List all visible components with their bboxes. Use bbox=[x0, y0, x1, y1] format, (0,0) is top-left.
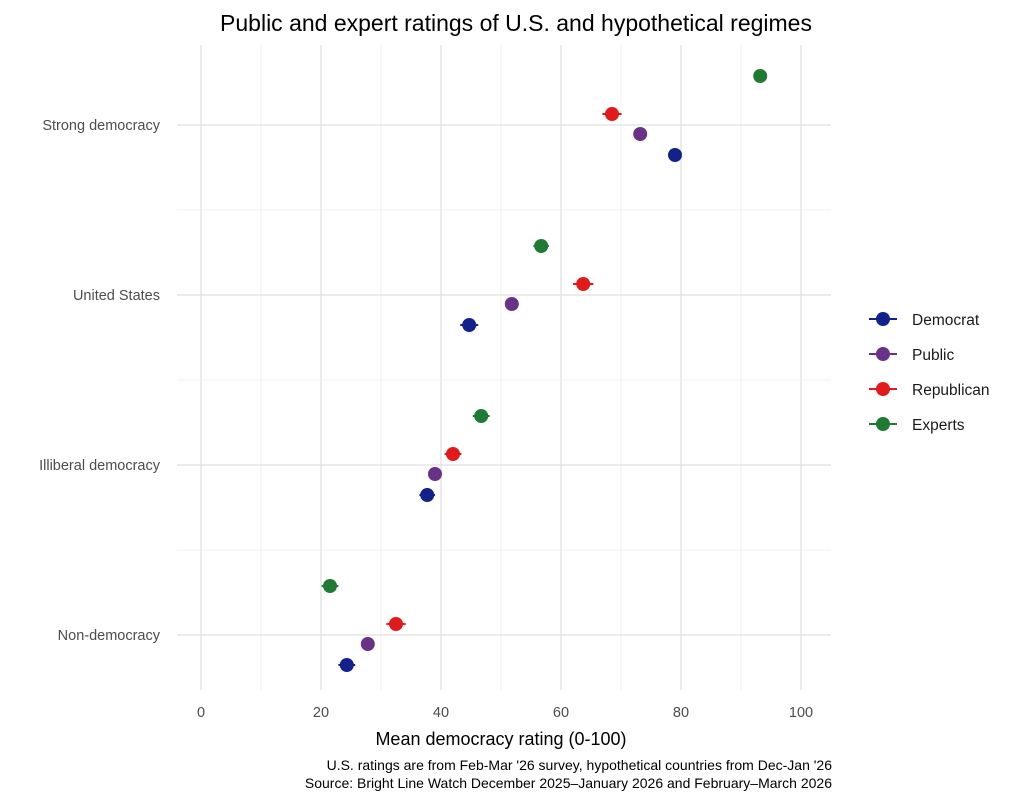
data-point-public bbox=[360, 637, 375, 651]
x-tick-label: 20 bbox=[313, 705, 329, 721]
data-point-republican bbox=[446, 447, 460, 461]
y-tick-label: Strong democracy bbox=[42, 118, 160, 134]
caption-line-2: Source: Bright Line Watch December 2025–… bbox=[305, 775, 832, 791]
data-point-experts bbox=[534, 239, 549, 253]
data-point-republican bbox=[389, 617, 403, 631]
chart-title: Public and expert ratings of U.S. and hy… bbox=[220, 10, 812, 36]
data-point-republican bbox=[605, 107, 619, 121]
data-point-experts bbox=[753, 69, 768, 83]
x-axis-label: Mean democracy rating (0-100) bbox=[375, 729, 626, 749]
x-tick-label: 100 bbox=[789, 705, 813, 721]
legend-key-dot bbox=[876, 347, 890, 361]
x-tick-label: 60 bbox=[553, 705, 569, 721]
legend-label: Experts bbox=[912, 417, 965, 434]
y-tick-label: Illiberal democracy bbox=[39, 458, 161, 474]
x-tick-label: 40 bbox=[433, 705, 449, 721]
x-tick-label: 0 bbox=[197, 705, 205, 721]
caption-line-1: U.S. ratings are from Feb-Mar '26 survey… bbox=[327, 757, 833, 773]
y-tick-label: Non-democracy bbox=[58, 628, 161, 644]
legend-label: Republican bbox=[912, 382, 990, 399]
data-point-democrat bbox=[462, 318, 477, 332]
data-point-experts bbox=[323, 579, 337, 593]
data-point-democrat bbox=[668, 148, 682, 162]
data-point-republican bbox=[576, 277, 591, 291]
data-point-democrat bbox=[339, 658, 354, 672]
data-point-experts bbox=[474, 409, 489, 423]
legend-key-dot bbox=[876, 382, 890, 396]
data-point-public bbox=[504, 297, 519, 311]
data-point-democrat bbox=[420, 488, 435, 502]
data-point-public bbox=[428, 467, 442, 481]
x-tick-label: 80 bbox=[673, 705, 689, 721]
legend-label: Democrat bbox=[912, 312, 980, 329]
legend-label: Public bbox=[912, 347, 954, 364]
y-tick-label: United States bbox=[73, 288, 160, 304]
legend-key-dot bbox=[876, 312, 890, 326]
legend-key-dot bbox=[876, 417, 890, 431]
data-point-public bbox=[633, 127, 648, 141]
